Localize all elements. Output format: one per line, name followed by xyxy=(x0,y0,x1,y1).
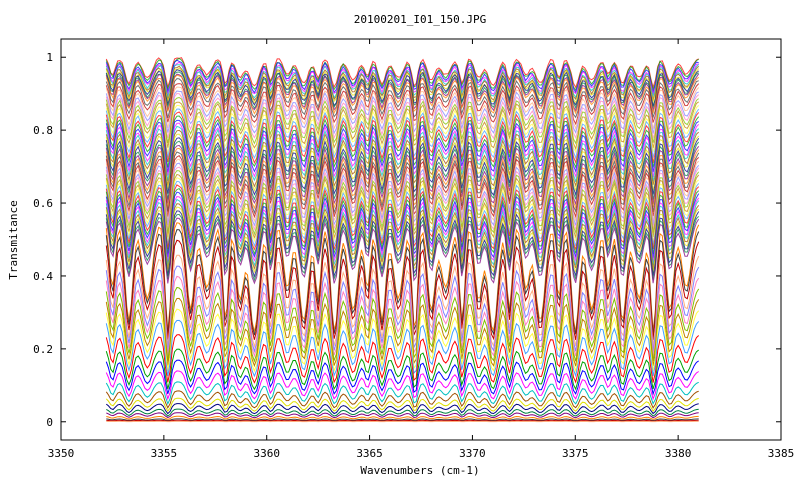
series-line xyxy=(105,166,700,231)
series-line xyxy=(105,57,699,92)
series-line xyxy=(105,170,700,236)
series-line xyxy=(106,412,699,419)
series-line xyxy=(105,115,700,169)
x-tick-label: 3365 xyxy=(356,447,383,460)
series-line xyxy=(105,101,699,151)
series-line xyxy=(105,61,699,96)
series-line xyxy=(105,397,699,412)
chart-title: 20100201_I01_150.JPG xyxy=(354,13,486,26)
series-line xyxy=(105,403,699,415)
series-line xyxy=(105,286,700,363)
x-tick-label: 3355 xyxy=(151,447,178,460)
series-line xyxy=(105,155,700,219)
series-line xyxy=(105,198,700,267)
series-line xyxy=(105,86,700,130)
series-line xyxy=(105,173,700,240)
series-line xyxy=(105,74,700,115)
series-line xyxy=(105,137,700,197)
x-axis-ticks: 3350 3355 3360 3365 3370 3375 3380 3385 xyxy=(48,39,795,460)
y-tick-label: 0.4 xyxy=(33,270,53,283)
series-line xyxy=(105,122,700,179)
y-tick-label: 1 xyxy=(46,51,53,64)
y-tick-label: 0.6 xyxy=(33,197,53,210)
y-axis-ticks: 0 0.2 0.4 0.6 0.8 1 xyxy=(33,51,781,429)
series-line xyxy=(106,408,699,417)
series-line xyxy=(105,187,700,256)
series-line xyxy=(105,390,699,409)
series-line xyxy=(105,206,700,274)
series-line xyxy=(105,140,700,201)
series-line xyxy=(105,151,700,215)
x-tick-label: 3375 xyxy=(562,447,589,460)
series-line xyxy=(105,213,700,282)
series-line xyxy=(105,381,699,406)
x-axis-label: Wavenumbers (cm-1) xyxy=(360,464,479,477)
series-line xyxy=(105,239,700,341)
series-line xyxy=(105,73,700,113)
series-line xyxy=(105,144,700,206)
series-line xyxy=(105,359,699,396)
series-line xyxy=(105,92,700,140)
series-line xyxy=(105,210,700,279)
series-line xyxy=(105,96,700,145)
series-line xyxy=(105,370,699,401)
plot-frame xyxy=(60,38,782,441)
series-line xyxy=(105,67,700,104)
series-line xyxy=(106,419,699,422)
series-line xyxy=(105,334,700,384)
series-line xyxy=(106,418,699,422)
series-line xyxy=(105,111,700,165)
y-tick-label: 0 xyxy=(46,416,53,429)
series-line xyxy=(105,133,700,193)
series-line xyxy=(105,125,700,183)
series-line xyxy=(105,229,700,336)
x-tick-label: 3360 xyxy=(253,447,280,460)
series-line xyxy=(105,222,700,332)
series-line xyxy=(105,78,699,119)
y-axis-label: Transmitance xyxy=(7,200,20,279)
series-line xyxy=(105,254,700,349)
series-line xyxy=(105,104,700,155)
series-line xyxy=(105,65,700,102)
x-tick-label: 3385 xyxy=(768,447,795,460)
series-line xyxy=(105,119,699,173)
series-line xyxy=(105,64,700,100)
series-line xyxy=(105,196,700,263)
series-line xyxy=(105,348,700,391)
series-line xyxy=(105,308,700,374)
x-tick-label: 3350 xyxy=(48,447,75,460)
series-line xyxy=(105,129,700,188)
series-layer xyxy=(105,57,700,423)
series-line xyxy=(105,217,700,285)
y-tick-label: 0.2 xyxy=(33,343,53,356)
series-line xyxy=(105,265,700,354)
series-line xyxy=(105,90,699,135)
series-line xyxy=(105,158,700,223)
series-line xyxy=(105,191,700,259)
x-tick-label: 3380 xyxy=(665,447,692,460)
series-line xyxy=(105,203,700,271)
series-line xyxy=(105,297,700,368)
series-line xyxy=(105,83,700,126)
series-line xyxy=(105,184,700,251)
series-line xyxy=(105,275,700,358)
series-line xyxy=(105,108,700,160)
series-line xyxy=(106,415,699,420)
series-line xyxy=(105,147,700,210)
series-line xyxy=(105,319,700,378)
series-line xyxy=(105,177,700,243)
x-tick-label: 3370 xyxy=(459,447,486,460)
series-line xyxy=(105,162,700,227)
y-tick-label: 0.8 xyxy=(33,124,53,137)
